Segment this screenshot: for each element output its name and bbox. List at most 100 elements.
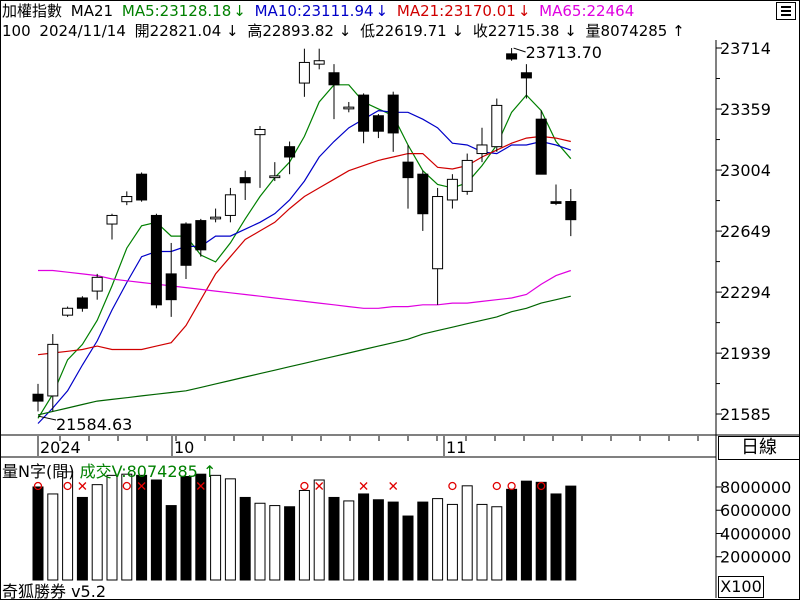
volume-tick-label: 2000000 (720, 548, 791, 567)
candle (520, 64, 532, 99)
candle (491, 98, 503, 152)
volume-bar (32, 486, 44, 581)
candle-body (165, 273, 177, 301)
candle (535, 110, 547, 175)
candle-body (520, 72, 532, 79)
volume-bar (62, 471, 74, 581)
low-pointer (37, 415, 57, 421)
high-arrow-icon: ↓ (338, 22, 352, 40)
volume-circle-marker (300, 481, 309, 491)
volume-tick-label: 8000000 (720, 478, 791, 497)
menu-icon[interactable] (776, 2, 796, 20)
volume-bar (91, 484, 103, 581)
date-tick-label: 2024 (40, 438, 81, 457)
candle (372, 114, 384, 139)
date-tick-label: 10 (174, 438, 194, 457)
candle-body (358, 94, 370, 132)
volume-bar (224, 478, 236, 581)
volume-bar (476, 503, 488, 581)
candle (328, 64, 340, 120)
volume-cross-marker (315, 482, 324, 490)
ma21-arrow-icon: ↓ (517, 2, 531, 20)
candles (32, 48, 577, 412)
volume-bar (520, 480, 532, 581)
candle (195, 218, 207, 257)
candle (298, 48, 310, 97)
volume-circle-marker (492, 481, 501, 491)
volume-circle-marker (448, 481, 457, 491)
volume-bar (432, 498, 444, 581)
candle (150, 213, 162, 309)
volume-bar (180, 476, 192, 581)
index-title: 加權指數 (2, 2, 63, 20)
period-button[interactable]: 日線 (718, 436, 800, 460)
volume-bar (106, 474, 118, 581)
candle (136, 172, 148, 202)
candle (62, 306, 74, 317)
volume-bar (150, 479, 162, 581)
candle (506, 48, 518, 61)
volume-bar (446, 503, 458, 581)
ma-name[interactable]: MA21 (70, 2, 114, 20)
price-tick-label: 23004 (720, 161, 771, 180)
price-tick-label: 23359 (720, 100, 771, 119)
candle-body (417, 173, 429, 215)
bar-date: 2024/11/14 (39, 22, 126, 40)
volume-bar (387, 501, 399, 581)
ma5-arrow-icon: ↓ (233, 2, 246, 20)
candle-body (269, 175, 281, 179)
volume-bar (195, 473, 207, 581)
candle-body (328, 72, 340, 86)
ma10-value: MA10:23111.94 ↓ (254, 2, 389, 20)
moving-average-lines (37, 84, 572, 424)
candle-body (91, 276, 103, 292)
candle-body (224, 194, 236, 216)
candle-body (550, 201, 562, 204)
volume-circle-marker (33, 481, 43, 491)
price-axis: 23714 23359 23004 22649 22294 21939 21585 (716, 39, 771, 424)
volume-circle-marker (63, 481, 72, 491)
candle-body (210, 216, 222, 220)
candle-body (387, 94, 399, 134)
price-tick-label: 21939 (720, 344, 771, 363)
candle (358, 93, 370, 144)
volume-bar (343, 500, 355, 581)
volume-arrow-icon: ↑ (672, 22, 685, 40)
candle (284, 141, 296, 175)
volume-bar (239, 496, 251, 581)
high-label: 23713.70 (526, 43, 602, 62)
scale-button[interactable]: X100 (718, 576, 764, 598)
volume-bar (313, 479, 325, 581)
close-value: 收22715.38 ↓ (472, 22, 577, 40)
candle-body (402, 161, 414, 179)
candle (313, 48, 325, 70)
candle-body (372, 115, 384, 132)
candle-body (284, 146, 296, 158)
candle (417, 170, 429, 231)
candle-body (239, 177, 251, 184)
candle-body (491, 104, 503, 148)
candle (91, 273, 103, 300)
volume-bar (402, 515, 414, 581)
volume-bar (417, 501, 429, 581)
candle (476, 127, 488, 163)
candle-body (150, 214, 162, 306)
candle-body (343, 106, 355, 110)
candle-body (121, 196, 133, 203)
volume-value: 量8074285 ↑ (585, 22, 685, 40)
volume-bar (254, 502, 266, 581)
candle-body (461, 159, 473, 192)
ma-line-ma5 (37, 84, 572, 419)
volume-bar (535, 481, 547, 581)
volume-bar (210, 474, 222, 581)
volume-bar (165, 505, 177, 581)
price-tick-label: 22649 (720, 222, 771, 241)
candle (550, 184, 562, 206)
candle-body (506, 53, 518, 60)
ma-line-ma10 (37, 109, 571, 424)
candle (210, 208, 222, 223)
price-tick-label: 22294 (720, 283, 771, 302)
volume-bar (136, 474, 148, 581)
candle-body (76, 297, 88, 309)
